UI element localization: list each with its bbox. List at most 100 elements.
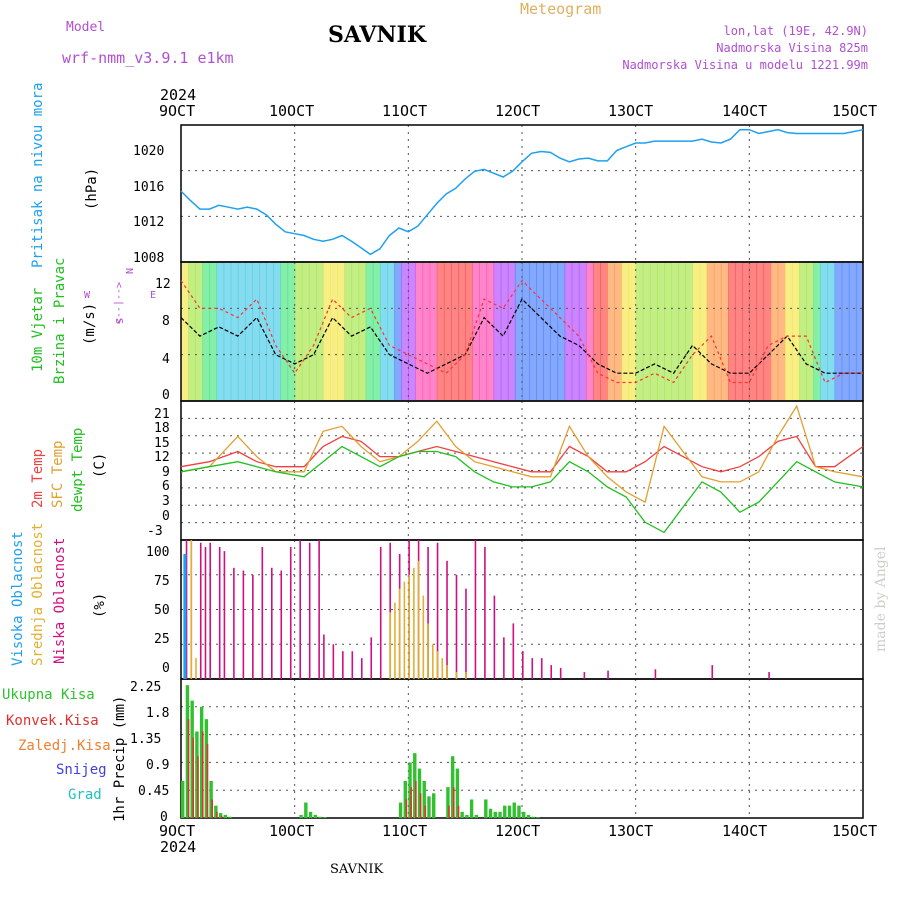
precip-total-bar bbox=[446, 787, 450, 818]
cloud-low-bar bbox=[242, 570, 245, 679]
cloud-high-bar bbox=[183, 553, 187, 679]
wind-direction-stripe bbox=[294, 263, 303, 400]
cloud-low-bar bbox=[446, 560, 448, 679]
model-elevation-text: Nadmorska Visina u modelu 1221.99m bbox=[622, 58, 868, 72]
precip-convective-bar bbox=[448, 805, 450, 818]
wind-direction-stripe bbox=[742, 263, 750, 400]
wind-direction-stripe bbox=[507, 263, 516, 400]
precip-tick: 1.35 bbox=[130, 732, 161, 747]
wind-direction-stripe bbox=[195, 263, 203, 400]
wind-direction-stripe bbox=[308, 263, 317, 400]
cloud-mid-bar bbox=[422, 595, 425, 679]
precip-total-bar bbox=[228, 816, 232, 818]
wind-direction-stripe bbox=[713, 263, 722, 400]
wind-direction-stripe bbox=[621, 263, 630, 400]
precip-total-bar bbox=[181, 780, 185, 818]
cloud-mid-bar bbox=[455, 672, 458, 679]
temp-dewpoint-line bbox=[180, 445, 864, 534]
cloud-tick: 25 bbox=[154, 632, 170, 647]
wind-direction-stripe bbox=[493, 263, 502, 400]
cloud-tick: 100 bbox=[146, 545, 169, 560]
top-tick-label: 15OCT bbox=[832, 102, 877, 120]
precip-total-bar bbox=[299, 814, 303, 818]
wind-direction-stripe bbox=[472, 263, 480, 400]
wind-direction-stripe bbox=[458, 263, 466, 400]
wind-direction-stripe bbox=[799, 263, 807, 400]
wind-direction-stripe bbox=[720, 263, 729, 400]
cloud-low-bar bbox=[427, 546, 429, 679]
cloud-mid-bar bbox=[417, 560, 420, 679]
wind-direction-stripe bbox=[436, 263, 445, 400]
precip-total-bar bbox=[474, 814, 479, 818]
wind-label-2: Brzina i Pravac bbox=[52, 258, 68, 384]
precip-total-bar bbox=[422, 780, 426, 818]
precip-convective-bar bbox=[197, 756, 199, 818]
cloud-low-bar bbox=[540, 658, 543, 679]
wind-direction-stripe bbox=[422, 263, 431, 400]
wind-unit: (m/s) bbox=[82, 303, 98, 345]
precip-label-conv: Konvek.Kisa bbox=[6, 713, 99, 729]
cloud-label-high: Visoka Oblacnost bbox=[10, 531, 26, 666]
precip-total-bar bbox=[507, 805, 512, 818]
wind-direction-stripe bbox=[465, 263, 473, 400]
precip-tick: 0.45 bbox=[138, 784, 169, 799]
wind-speed-line bbox=[180, 298, 863, 374]
wind-direction-stripe bbox=[848, 263, 857, 400]
wind-direction-stripe bbox=[358, 263, 367, 400]
cloud-mid-bar bbox=[190, 540, 193, 679]
top-tick-label: 14OCT bbox=[722, 102, 767, 120]
cloud-mid-bar bbox=[465, 672, 467, 679]
wind-panel-labels: 10m Vjetar Brzina i Pravac (m/s) N <--|-… bbox=[30, 258, 171, 403]
top-year-label: 2024 bbox=[160, 86, 196, 104]
temp-tick: 9 bbox=[162, 465, 170, 480]
top-tick-label: 13OCT bbox=[608, 102, 653, 120]
precip-unit: 1hr Precip (mm) bbox=[112, 696, 128, 822]
wind-gust-line bbox=[180, 279, 863, 384]
wind-direction-stripe bbox=[685, 263, 694, 400]
wind-direction-stripe bbox=[330, 263, 338, 400]
wind-direction-stripe bbox=[578, 263, 587, 400]
wind-direction-stripe bbox=[593, 263, 601, 400]
precip-total-bar bbox=[408, 762, 412, 818]
wind-direction-stripe bbox=[749, 263, 758, 400]
cloud-low-bar bbox=[308, 542, 311, 679]
precip-total-bar bbox=[304, 802, 308, 818]
wind-direction-stripe bbox=[806, 263, 814, 400]
compass-s: S bbox=[113, 318, 124, 324]
precip-total-bar bbox=[493, 811, 497, 818]
model-name: wrf-nmm_v3.9.1 e1km bbox=[62, 49, 234, 67]
cloud-low-bar bbox=[252, 574, 254, 679]
wind-direction-stripe bbox=[415, 263, 424, 400]
precip-tick: 2.25 bbox=[130, 680, 161, 695]
wind-direction-stripe bbox=[315, 263, 324, 400]
wind-direction-stripe bbox=[252, 263, 260, 400]
temp-tick: 15 bbox=[154, 436, 170, 451]
cloud-low-bar bbox=[522, 651, 524, 679]
cloud-low-bar bbox=[370, 637, 373, 679]
precip-total-bar bbox=[223, 814, 228, 818]
cloud-low-bar bbox=[209, 542, 212, 679]
wind-direction-stripe bbox=[728, 263, 736, 400]
precip-convective-bar bbox=[457, 805, 460, 818]
precip-total-bar bbox=[398, 802, 403, 818]
top-time-axis: 2024 9OCT 10OCT 11OCT 12OCT 13OCT 14OCT … bbox=[159, 86, 877, 120]
precip-total-bar bbox=[308, 811, 313, 818]
wind-direction-stripe bbox=[188, 263, 196, 400]
wind-direction-stripe bbox=[614, 263, 623, 400]
compass-n: N bbox=[123, 268, 134, 274]
wind-direction-stripe bbox=[628, 263, 637, 400]
wind-direction-stripe bbox=[841, 263, 850, 400]
precip-total-bar bbox=[526, 814, 531, 818]
cloud-low-bar bbox=[512, 623, 515, 679]
model-label: Model bbox=[66, 20, 106, 35]
wind-direction-stripe bbox=[642, 263, 651, 400]
wind-direction-stripe bbox=[834, 263, 843, 400]
wind-direction-stripe bbox=[287, 263, 296, 400]
temp-tsfc-line bbox=[180, 404, 864, 504]
compass-arrows: <--|--> bbox=[113, 282, 124, 324]
wind-direction-stripe bbox=[770, 263, 779, 400]
compass-e: E bbox=[150, 290, 156, 301]
wind-direction-stripe bbox=[486, 263, 495, 400]
wind-direction-stripe bbox=[529, 263, 537, 400]
cloud-mid-bar bbox=[427, 623, 429, 679]
